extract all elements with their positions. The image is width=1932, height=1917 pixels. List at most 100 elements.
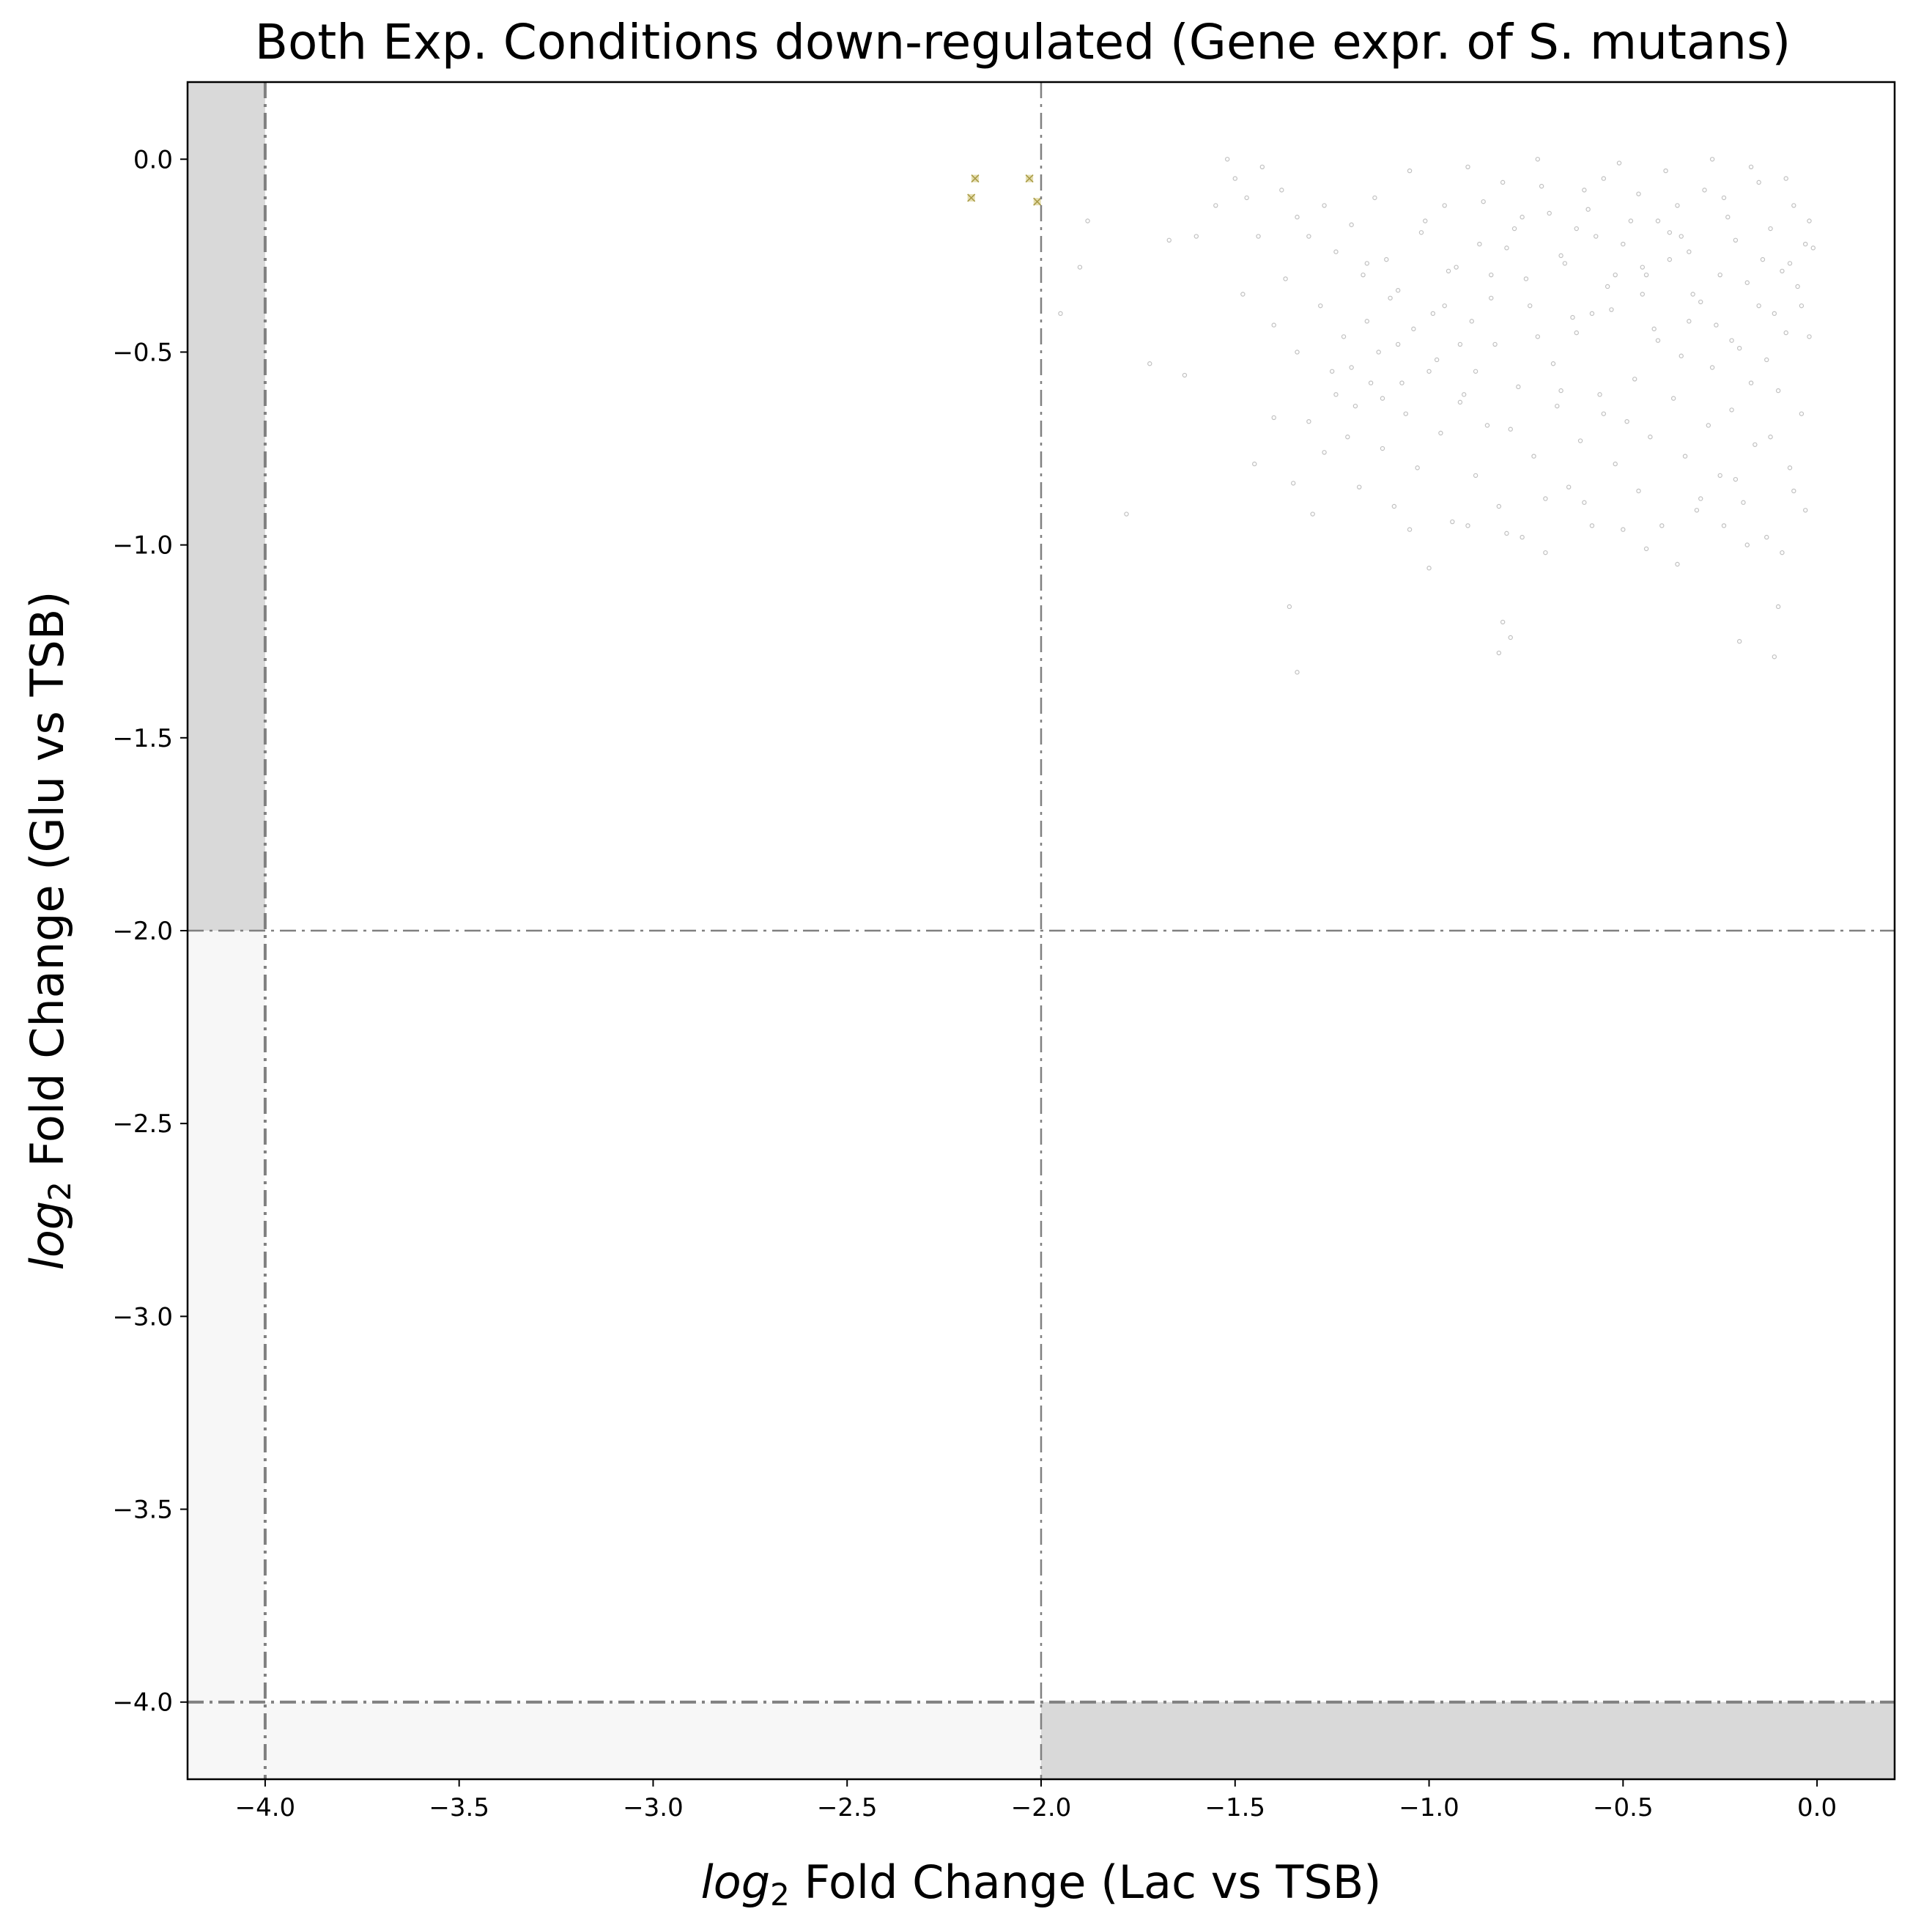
data-point — [1213, 203, 1218, 208]
highlight-point-cross — [967, 193, 976, 202]
data-point — [1489, 272, 1494, 278]
data-point — [1721, 195, 1727, 201]
data-point — [1528, 303, 1533, 309]
x-axis-label: log2 Fold Change (Lac vs TSB) — [701, 1855, 1382, 1913]
data-point — [1694, 508, 1700, 513]
data-point — [1783, 330, 1788, 336]
data-point — [1193, 234, 1199, 239]
data-point — [1574, 226, 1579, 232]
data-point — [1442, 303, 1447, 309]
y-tick-label: −0.5 — [112, 338, 173, 367]
x-tick-label: −2.0 — [1011, 1793, 1072, 1822]
data-point — [1791, 203, 1796, 208]
data-point — [1659, 523, 1665, 528]
data-point — [1407, 168, 1413, 174]
data-point — [1643, 272, 1649, 278]
x-axis-label-sub: 2 — [770, 1877, 790, 1913]
shade-bottom-light — [188, 1702, 1041, 1779]
data-point — [1613, 461, 1618, 467]
highlight-point — [1025, 174, 1034, 183]
data-point — [1256, 234, 1261, 239]
data-point — [1670, 396, 1676, 401]
data-point — [1643, 546, 1649, 552]
y-tick-label: −1.5 — [112, 724, 173, 753]
data-point — [1733, 476, 1739, 482]
data-point — [1442, 203, 1447, 208]
data-point — [1550, 361, 1556, 366]
data-point — [1613, 272, 1618, 278]
data-point — [1687, 249, 1692, 254]
data-point — [1516, 384, 1521, 390]
data-point — [1058, 311, 1063, 317]
data-point — [1585, 207, 1591, 212]
data-point — [1709, 365, 1715, 370]
data-point — [1729, 407, 1734, 413]
x-tick-label: −3.0 — [623, 1793, 684, 1822]
data-point — [1621, 241, 1626, 247]
data-point — [1224, 157, 1230, 162]
data-point — [1345, 435, 1350, 440]
data-point — [1632, 377, 1637, 382]
highlight-point-cross — [1033, 197, 1042, 206]
data-point — [1803, 241, 1808, 247]
y-tick-label: −2.5 — [112, 1109, 173, 1139]
data-point — [1333, 249, 1339, 254]
data-point — [1543, 550, 1548, 555]
data-point — [1783, 176, 1788, 181]
x-tick-label: −4.0 — [235, 1793, 296, 1822]
data-point — [1473, 369, 1478, 374]
x-tick-label: −3.5 — [429, 1793, 489, 1822]
data-point — [1768, 435, 1773, 440]
data-point — [1341, 334, 1347, 339]
data-point — [1232, 176, 1237, 181]
data-point — [1484, 423, 1490, 428]
data-point — [1399, 380, 1404, 385]
y-tick-label: 0.0 — [133, 145, 173, 174]
data-point — [1589, 523, 1595, 528]
data-point — [1663, 168, 1668, 174]
y-axis-label: log2 Fold Change (Glu vs TSB) — [21, 591, 78, 1271]
data-point — [1679, 353, 1684, 358]
data-point — [1407, 527, 1413, 532]
data-point — [1259, 164, 1265, 169]
data-point — [1504, 245, 1509, 251]
data-point — [1733, 237, 1739, 243]
data-point — [1702, 188, 1707, 193]
data-point — [1760, 256, 1766, 262]
data-point — [1547, 210, 1552, 216]
data-point — [1511, 226, 1517, 232]
data-point — [1283, 276, 1288, 281]
data-point — [1807, 334, 1812, 339]
data-point — [1748, 380, 1754, 385]
highlight-point — [971, 174, 980, 183]
data-point — [1376, 350, 1381, 355]
data-point — [1166, 237, 1172, 243]
data-point — [1500, 619, 1506, 625]
data-point — [1651, 326, 1657, 332]
data-point — [1675, 561, 1680, 567]
data-point — [1725, 215, 1731, 220]
data-point — [1787, 261, 1793, 266]
x-axis-label-log: log — [701, 1855, 771, 1909]
data-point — [1426, 369, 1432, 374]
data-point — [1605, 284, 1610, 289]
data-point — [1721, 523, 1727, 528]
data-point — [1489, 295, 1494, 300]
data-point — [1535, 157, 1541, 162]
highlight-point — [1033, 197, 1042, 206]
data-point — [1753, 442, 1758, 447]
data-point — [1756, 180, 1761, 185]
data-point — [1741, 500, 1746, 505]
data-point — [1558, 253, 1563, 259]
highlight-point-cross — [1025, 174, 1034, 183]
data-point — [1748, 164, 1754, 169]
data-point — [1744, 542, 1750, 547]
data-point — [1795, 284, 1800, 289]
data-point — [1535, 334, 1541, 339]
data-point — [1462, 392, 1467, 397]
data-point — [1500, 180, 1506, 185]
shade-bottom-dark — [1041, 1702, 1895, 1779]
data-point — [1640, 265, 1645, 270]
data-point — [1380, 446, 1385, 451]
